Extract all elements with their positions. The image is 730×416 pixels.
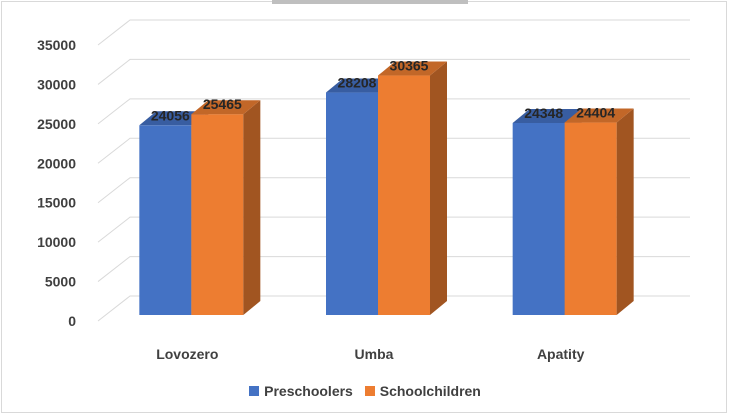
data-labels: 24056 25465 28208 30365 24348 24404	[151, 58, 615, 124]
bar-front-face	[378, 75, 430, 315]
y-axis-tick-labels: 0 5000 10000 15000 20000 25000 30000 35000	[37, 37, 76, 329]
bar-front-face	[191, 114, 244, 316]
bar-front-face	[512, 122, 565, 315]
x-tick-label-umba: Umba	[355, 346, 394, 362]
bars	[139, 61, 634, 316]
chart-title-placeholder-bar	[272, 0, 468, 4]
bar-side-face	[616, 108, 634, 315]
bar-top-face	[564, 108, 634, 123]
y-tick-label-10000: 10000	[37, 234, 76, 250]
data-label-apatity-schoolchildren: 24404	[576, 105, 615, 121]
bar-apatity-schoolchildren	[564, 108, 634, 315]
bar-top-face	[191, 100, 261, 115]
legend-label-preschoolers: Preschoolers	[264, 383, 353, 399]
legend: Preschoolers Schoolchildren	[0, 383, 730, 399]
legend-swatch-preschoolers	[249, 386, 260, 396]
legend-swatch-schoolchildren	[364, 386, 375, 396]
y-tick-label-15000: 15000	[37, 195, 76, 211]
gridline-0	[97, 295, 690, 322]
legend-label-schoolchildren: Schoolchildren	[379, 383, 481, 399]
y-tick-label-20000: 20000	[37, 155, 76, 171]
gridline-35000	[97, 19, 690, 46]
bar-top-face	[378, 61, 447, 76]
bar-front-face	[326, 92, 378, 315]
data-label-umba-preschoolers: 28208	[338, 75, 377, 91]
gridline-30000	[97, 58, 690, 85]
bar-top-face	[512, 108, 582, 123]
gridline-5000	[97, 256, 690, 282]
bar-umba-schoolchildren	[378, 61, 447, 315]
gridline-25000	[97, 98, 690, 125]
y-tick-label-25000: 25000	[37, 116, 76, 132]
y-tick-label-0: 0	[68, 313, 76, 329]
bar-lovozero-schoolchildren	[191, 100, 261, 316]
x-tick-label-lovozero: Lovozero	[156, 346, 218, 362]
legend-item-preschoolers: Preschoolers	[249, 383, 353, 399]
data-label-umba-schoolchildren: 30365	[390, 58, 429, 74]
bar-front-face	[139, 125, 192, 315]
gridlines	[97, 19, 690, 322]
x-tick-label-apatity: Apatity	[537, 346, 585, 362]
x-axis-category-labels: Lovozero Umba Apatity	[156, 346, 584, 362]
gridline-20000	[97, 137, 690, 164]
data-label-lovozero-preschoolers: 24056	[151, 107, 190, 123]
y-tick-label-35000: 35000	[37, 37, 76, 53]
gridline-10000	[97, 216, 690, 243]
bar-front-face	[564, 122, 617, 315]
legend-item-schoolchildren: Schoolchildren	[364, 383, 481, 399]
data-label-apatity-preschoolers: 24348	[524, 105, 563, 121]
data-label-lovozero-schoolchildren: 25465	[203, 96, 242, 112]
bar-side-face	[430, 61, 447, 315]
bar-side-face	[243, 100, 261, 316]
y-tick-label-30000: 30000	[37, 76, 76, 92]
gridline-15000	[97, 177, 690, 204]
y-tick-label-5000: 5000	[45, 274, 76, 290]
bar-top-face	[139, 111, 209, 126]
bar-chart: 0 5000 10000 15000 20000 25000 30000 35000 2405…	[37, 19, 690, 362]
bar-top-face	[326, 78, 395, 93]
